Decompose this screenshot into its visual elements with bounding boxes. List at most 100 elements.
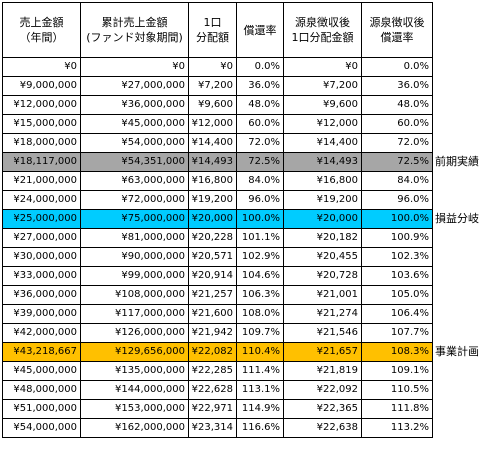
- cell-annual-sales: ¥48,000,000: [2, 380, 81, 400]
- highlight-label: 前期実績: [435, 154, 479, 168]
- cell-redemption-rate: 104.6%: [236, 266, 284, 286]
- cell-distribution-per-unit: ¥12,000: [188, 114, 237, 134]
- cell-annual-sales: ¥9,000,000: [2, 76, 81, 96]
- cell-after-tax-rate: 72.5%: [361, 152, 433, 172]
- cell-after-tax-distribution: ¥22,638: [283, 418, 362, 438]
- cell-redemption-rate: 102.9%: [236, 247, 284, 267]
- cell-cumulative-sales: ¥153,000,000: [80, 399, 189, 419]
- cell-after-tax-distribution: ¥14,493: [283, 152, 362, 172]
- cell-redemption-rate: 114.9%: [236, 399, 284, 419]
- cell-after-tax-rate: 107.7%: [361, 323, 433, 343]
- cell-redemption-rate: 109.7%: [236, 323, 284, 343]
- cell-distribution-per-unit: ¥20,000: [188, 209, 237, 229]
- table-row: ¥25,000,000 ¥75,000,000 ¥20,000 100.0% ¥20,0…: [2, 209, 433, 229]
- cell-cumulative-sales: ¥36,000,000: [80, 95, 189, 115]
- cell-distribution-per-unit: ¥22,285: [188, 361, 237, 381]
- cell-annual-sales: ¥12,000,000: [2, 95, 81, 115]
- cell-distribution-per-unit: ¥14,493: [188, 152, 237, 172]
- cell-cumulative-sales: ¥0: [80, 57, 189, 77]
- cell-distribution-per-unit: ¥22,628: [188, 380, 237, 400]
- table-row: ¥27,000,000 ¥81,000,000 ¥20,228 101.1% ¥20,1…: [2, 228, 433, 248]
- header-row: 売上金額 （年間） 累計売上金額 (ファンド対象期間) 1口 分配額 償還率 源泉徴収…: [2, 2, 433, 58]
- cell-after-tax-distribution: ¥20,728: [283, 266, 362, 286]
- cell-redemption-rate: 108.0%: [236, 304, 284, 324]
- cell-cumulative-sales: ¥90,000,000: [80, 247, 189, 267]
- cell-distribution-per-unit: ¥20,228: [188, 228, 237, 248]
- table-row: ¥43,218,667 ¥129,656,000 ¥22,082 110.4% ¥21,…: [2, 342, 433, 362]
- table-row: ¥18,000,000 ¥54,000,000 ¥14,400 72.0% ¥14,40…: [2, 133, 433, 153]
- cell-after-tax-rate: 103.6%: [361, 266, 433, 286]
- cell-after-tax-distribution: ¥14,400: [283, 133, 362, 153]
- cell-annual-sales: ¥18,117,000: [2, 152, 81, 172]
- table-row: ¥24,000,000 ¥72,000,000 ¥19,200 96.0% ¥19,20…: [2, 190, 433, 210]
- cell-cumulative-sales: ¥129,656,000: [80, 342, 189, 362]
- cell-cumulative-sales: ¥54,000,000: [80, 133, 189, 153]
- cell-distribution-per-unit: ¥21,942: [188, 323, 237, 343]
- cell-distribution-per-unit: ¥21,600: [188, 304, 237, 324]
- cell-after-tax-distribution: ¥22,092: [283, 380, 362, 400]
- cell-cumulative-sales: ¥72,000,000: [80, 190, 189, 210]
- cell-after-tax-distribution: ¥20,182: [283, 228, 362, 248]
- highlight-label: 損益分岐: [435, 211, 479, 225]
- table-row: ¥9,000,000 ¥27,000,000 ¥7,200 36.0% ¥7,200 36…: [2, 76, 433, 96]
- cell-after-tax-rate: 113.2%: [361, 418, 433, 438]
- cell-annual-sales: ¥25,000,000: [2, 209, 81, 229]
- cell-after-tax-rate: 60.0%: [361, 114, 433, 134]
- cell-after-tax-distribution: ¥16,800: [283, 171, 362, 191]
- table-row: ¥33,000,000 ¥99,000,000 ¥20,914 104.6% ¥20,7…: [2, 266, 433, 286]
- cell-after-tax-rate: 100.9%: [361, 228, 433, 248]
- cell-after-tax-distribution: ¥21,001: [283, 285, 362, 305]
- cell-after-tax-distribution: ¥9,600: [283, 95, 362, 115]
- cell-annual-sales: ¥24,000,000: [2, 190, 81, 210]
- cell-after-tax-distribution: ¥12,000: [283, 114, 362, 134]
- cell-redemption-rate: 72.5%: [236, 152, 284, 172]
- cell-after-tax-distribution: ¥20,000: [283, 209, 362, 229]
- cell-distribution-per-unit: ¥14,400: [188, 133, 237, 153]
- cell-cumulative-sales: ¥135,000,000: [80, 361, 189, 381]
- cell-distribution-per-unit: ¥22,971: [188, 399, 237, 419]
- cell-after-tax-rate: 96.0%: [361, 190, 433, 210]
- table-row: ¥12,000,000 ¥36,000,000 ¥9,600 48.0% ¥9,600 4…: [2, 95, 433, 115]
- cell-cumulative-sales: ¥54,351,000: [80, 152, 189, 172]
- cell-redemption-rate: 60.0%: [236, 114, 284, 134]
- cell-after-tax-rate: 102.3%: [361, 247, 433, 267]
- cell-distribution-per-unit: ¥16,800: [188, 171, 237, 191]
- cell-redemption-rate: 110.4%: [236, 342, 284, 362]
- cell-redemption-rate: 84.0%: [236, 171, 284, 191]
- header-cumulative-sales: 累計売上金額 (ファンド対象期間): [80, 2, 189, 58]
- cell-after-tax-distribution: ¥19,200: [283, 190, 362, 210]
- header-annual-sales: 売上金額 （年間）: [2, 2, 81, 58]
- table-row: ¥54,000,000 ¥162,000,000 ¥23,314 116.6% ¥22,…: [2, 418, 433, 438]
- cell-after-tax-rate: 105.0%: [361, 285, 433, 305]
- cell-redemption-rate: 0.0%: [236, 57, 284, 77]
- header-after-tax-rate: 源泉徴収後 償還率: [361, 2, 433, 58]
- table-row: ¥30,000,000 ¥90,000,000 ¥20,571 102.9% ¥20,4…: [2, 247, 433, 267]
- cell-distribution-per-unit: ¥20,571: [188, 247, 237, 267]
- cell-after-tax-rate: 72.0%: [361, 133, 433, 153]
- cell-distribution-per-unit: ¥22,082: [188, 342, 237, 362]
- cell-annual-sales: ¥45,000,000: [2, 361, 81, 381]
- cell-after-tax-distribution: ¥21,819: [283, 361, 362, 381]
- cell-after-tax-rate: 84.0%: [361, 171, 433, 191]
- cell-after-tax-distribution: ¥0: [283, 57, 362, 77]
- cell-annual-sales: ¥54,000,000: [2, 418, 81, 438]
- cell-distribution-per-unit: ¥20,914: [188, 266, 237, 286]
- cell-annual-sales: ¥39,000,000: [2, 304, 81, 324]
- cell-annual-sales: ¥15,000,000: [2, 114, 81, 134]
- cell-distribution-per-unit: ¥9,600: [188, 95, 237, 115]
- cell-cumulative-sales: ¥144,000,000: [80, 380, 189, 400]
- cell-after-tax-rate: 109.1%: [361, 361, 433, 381]
- cell-after-tax-rate: 0.0%: [361, 57, 433, 77]
- distribution-table: 売上金額 （年間） 累計売上金額 (ファンド対象期間) 1口 分配額 償還率 源泉徴収…: [2, 2, 433, 438]
- cell-cumulative-sales: ¥81,000,000: [80, 228, 189, 248]
- cell-after-tax-rate: 36.0%: [361, 76, 433, 96]
- cell-annual-sales: ¥21,000,000: [2, 171, 81, 191]
- cell-cumulative-sales: ¥99,000,000: [80, 266, 189, 286]
- cell-cumulative-sales: ¥45,000,000: [80, 114, 189, 134]
- cell-cumulative-sales: ¥117,000,000: [80, 304, 189, 324]
- header-after-tax-distribution: 源泉徴収後 1口分配金額: [283, 2, 362, 58]
- cell-annual-sales: ¥27,000,000: [2, 228, 81, 248]
- cell-redemption-rate: 116.6%: [236, 418, 284, 438]
- cell-annual-sales: ¥30,000,000: [2, 247, 81, 267]
- cell-after-tax-distribution: ¥21,546: [283, 323, 362, 343]
